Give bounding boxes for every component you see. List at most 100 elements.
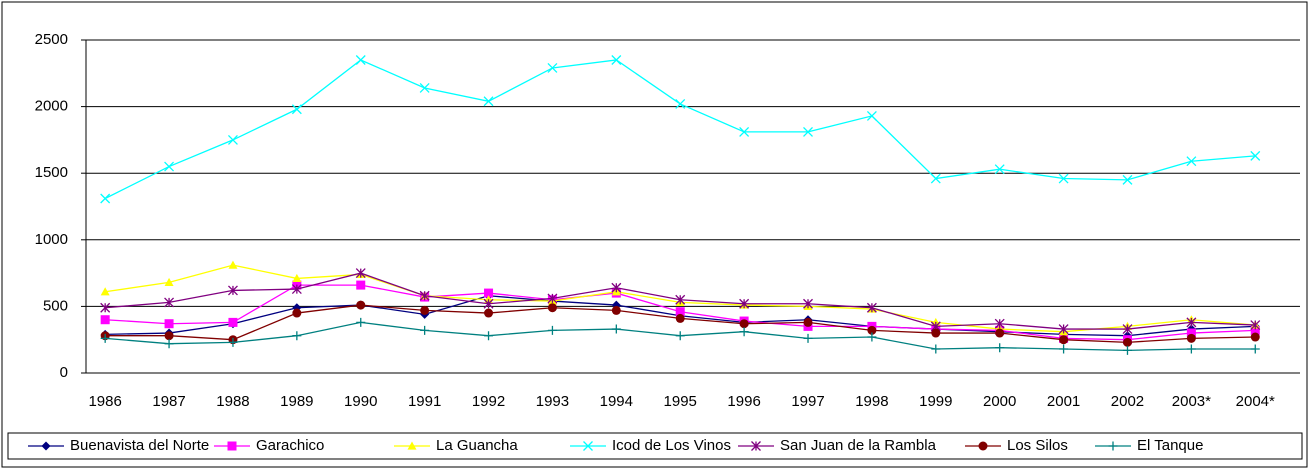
marker: [1122, 345, 1132, 355]
legend-label: Garachico: [256, 437, 324, 454]
marker: [100, 193, 111, 204]
marker: [356, 300, 366, 310]
marker: [484, 288, 494, 298]
marker: [1122, 324, 1133, 335]
marker: [978, 441, 988, 451]
marker: [803, 317, 813, 327]
marker: [675, 331, 685, 341]
marker: [419, 290, 430, 301]
marker: [419, 82, 430, 93]
x-tick-label: 2001: [1047, 393, 1080, 410]
marker: [994, 318, 1005, 329]
marker: [420, 325, 430, 335]
marker: [100, 333, 110, 343]
marker: [356, 317, 366, 327]
marker: [164, 331, 174, 341]
marker: [291, 284, 302, 295]
marker: [867, 332, 877, 342]
marker: [1186, 344, 1196, 354]
marker: [100, 287, 110, 296]
y-tick-label: 0: [60, 364, 68, 381]
x-tick-label: 1993: [536, 393, 569, 410]
marker: [611, 282, 622, 293]
marker: [355, 55, 366, 65]
marker: [1122, 174, 1133, 185]
marker: [675, 98, 686, 109]
marker: [1108, 441, 1118, 451]
marker: [1059, 344, 1069, 354]
marker: [930, 173, 941, 184]
x-tick-label: 1995: [664, 393, 697, 410]
marker: [739, 327, 749, 337]
marker: [1250, 325, 1260, 335]
marker: [547, 325, 557, 335]
marker: [675, 313, 685, 323]
x-tick-label: 1989: [280, 393, 313, 410]
marker: [483, 96, 494, 107]
marker: [547, 293, 558, 304]
marker: [1186, 333, 1196, 343]
y-tick-label: 1500: [35, 164, 68, 181]
marker: [675, 307, 685, 317]
marker: [227, 134, 238, 145]
marker: [420, 305, 430, 315]
x-tick-label: 1999: [919, 393, 952, 410]
marker: [547, 303, 557, 313]
marker: [675, 294, 686, 305]
legend-label: El Tanque: [1137, 437, 1203, 454]
marker: [739, 126, 750, 137]
marker: [483, 298, 494, 309]
legend-label: Icod de Los Vinos: [612, 437, 731, 454]
y-tick-label: 2500: [35, 31, 68, 48]
marker: [292, 331, 302, 341]
marker: [164, 339, 174, 349]
legend-label: La Guancha: [436, 437, 518, 454]
marker: [583, 441, 593, 451]
marker: [995, 343, 1005, 353]
marker: [291, 104, 302, 115]
y-tick-label: 500: [43, 297, 68, 314]
marker: [356, 280, 366, 290]
marker: [866, 110, 877, 121]
x-tick-label: 2003*: [1172, 393, 1211, 410]
marker: [100, 302, 111, 313]
marker: [484, 308, 494, 318]
marker: [228, 317, 238, 327]
x-tick-label: 2000: [983, 393, 1016, 410]
marker: [292, 308, 302, 318]
marker: [164, 319, 174, 329]
legend-label: Los Silos: [1007, 437, 1068, 454]
x-tick-label: 1992: [472, 393, 505, 410]
marker: [995, 328, 1005, 338]
marker: [994, 164, 1005, 175]
y-tick-label: 2000: [35, 98, 68, 115]
x-tick-label: 1987: [152, 393, 185, 410]
marker: [1122, 337, 1132, 347]
marker: [100, 315, 110, 325]
marker: [164, 161, 175, 172]
x-tick-label: 2004*: [1236, 393, 1275, 410]
marker: [407, 441, 417, 450]
marker: [164, 277, 174, 287]
marker: [1250, 332, 1260, 342]
marker: [1058, 173, 1069, 184]
marker: [1186, 156, 1197, 167]
marker: [547, 63, 558, 73]
marker: [1059, 335, 1069, 345]
legend-label: San Juan de la Rambla: [780, 437, 937, 454]
marker: [803, 333, 813, 343]
marker: [867, 325, 877, 335]
marker: [866, 302, 877, 313]
marker: [1250, 320, 1261, 331]
x-tick-label: 1986: [88, 393, 121, 410]
marker: [227, 285, 238, 296]
marker: [803, 126, 813, 137]
x-tick-label: 1994: [600, 393, 633, 410]
marker: [931, 328, 941, 338]
marker: [931, 344, 941, 354]
marker: [164, 297, 175, 308]
marker: [1186, 328, 1196, 338]
y-tick-label: 1000: [35, 231, 68, 248]
